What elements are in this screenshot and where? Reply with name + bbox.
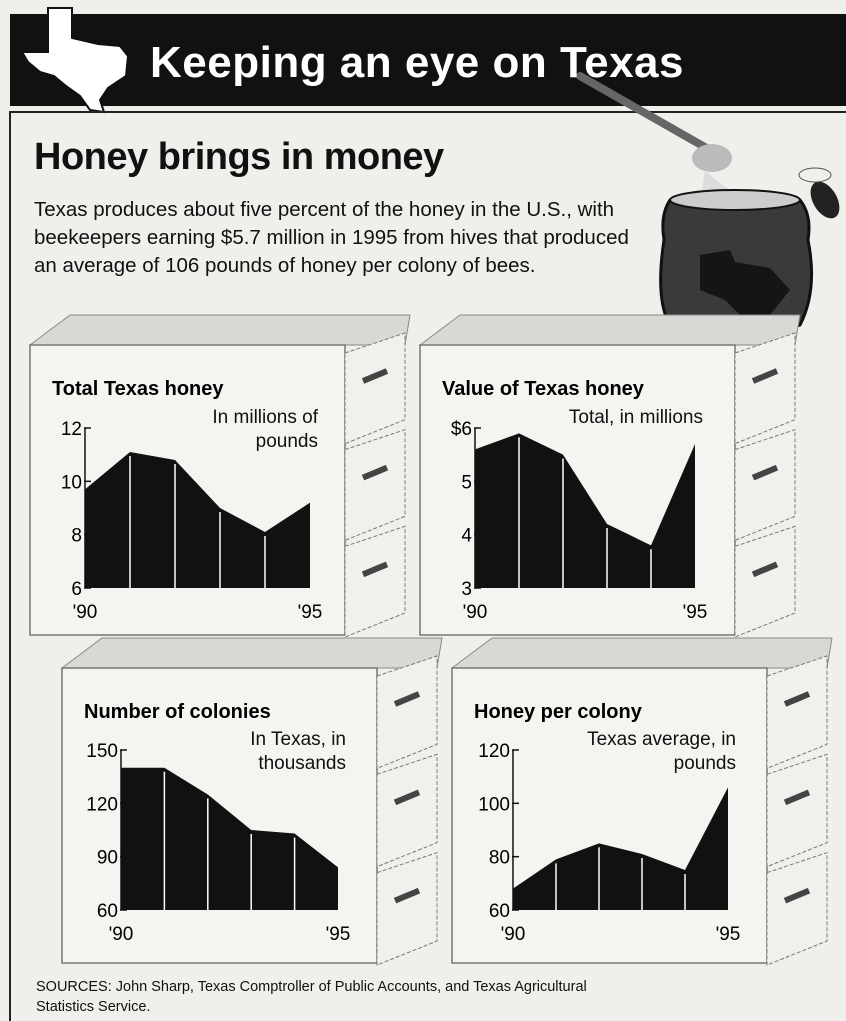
jar-texas <box>700 250 790 320</box>
y-tick-label: 60 <box>97 901 118 922</box>
panel: Number of colonies 60 90 120 150 '90 '95 <box>84 701 350 945</box>
hive-handle <box>783 887 811 904</box>
chart-subtitle: Total, in millions <box>568 407 703 428</box>
hive-handle <box>783 691 811 707</box>
hive-lid <box>418 314 801 346</box>
x-tick-label: '90 <box>463 602 488 623</box>
hive-side <box>734 428 796 542</box>
chart-title: Number of colonies <box>84 701 271 723</box>
y-tick-label: 60 <box>489 901 510 922</box>
main-title: Honey brings in money <box>34 136 444 178</box>
x-tick-label: '90 <box>501 924 526 945</box>
hive-side <box>344 332 406 445</box>
x-tick-label: '95 <box>298 602 323 623</box>
hive-handle <box>751 368 779 384</box>
hive-handle <box>393 887 421 904</box>
y-tick-label: 90 <box>97 848 118 869</box>
hive-handle <box>751 464 779 481</box>
area <box>475 433 695 588</box>
chart-title: Value of Texas honey <box>442 378 645 400</box>
y-tick-label: 80 <box>489 848 510 869</box>
hive-handle <box>751 561 779 578</box>
hive-handle <box>361 561 389 578</box>
hive-side <box>376 851 438 966</box>
y-tick-label: 8 <box>71 526 82 547</box>
jar-rim <box>669 189 801 211</box>
chart-subtitle: In Texas, in thousands <box>250 729 346 774</box>
chart-title: Total Texas honey <box>52 378 224 400</box>
y-tick-label: 5 <box>461 472 472 493</box>
x-tick-label: '95 <box>326 924 351 945</box>
area <box>85 452 310 588</box>
x-tick-label: '95 <box>716 924 741 945</box>
chart-subtitle: In millions of pounds <box>212 407 318 452</box>
bee <box>798 167 840 219</box>
hive-side <box>344 525 406 638</box>
y-tick-label: 100 <box>478 794 510 815</box>
hive-side <box>734 332 796 445</box>
y-tick-label: 4 <box>461 526 472 547</box>
dipper-head <box>692 144 732 172</box>
hive-side <box>766 655 828 770</box>
panel: Value of Texas honey 3 4 5 $6 '90 '95 <box>442 378 707 623</box>
hive-side <box>344 428 406 542</box>
hive-handle <box>361 368 389 384</box>
x-tick-label: '90 <box>73 602 98 623</box>
hive-lid <box>450 637 833 669</box>
hive-lid <box>60 637 443 669</box>
y-tick-label: 12 <box>61 419 82 440</box>
area <box>513 787 728 910</box>
hive-side <box>766 851 828 966</box>
hive-side <box>376 655 438 770</box>
y-tick-label: $6 <box>451 419 472 440</box>
panel: Total Texas honey 6 8 10 12 '90 '95 <box>52 378 322 623</box>
hive-handle <box>783 789 811 806</box>
x-tick-label: '90 <box>109 924 134 945</box>
header-bar <box>10 14 846 106</box>
y-tick-label: 120 <box>86 794 118 815</box>
panel: Honey per colony 60 80 100 120 '90 '95 <box>474 701 740 945</box>
hive-side <box>734 525 796 638</box>
sources: SOURCES: John Sharp, Texas Comptroller o… <box>36 979 587 1015</box>
y-tick-label: 150 <box>86 741 118 762</box>
hive-lid <box>28 314 411 346</box>
hive-handle <box>393 789 421 806</box>
hive-handle <box>393 691 421 707</box>
chart-subtitle: Texas average, in pounds <box>587 729 736 774</box>
intro-text: Texas produces about five percent of the… <box>34 198 629 277</box>
area <box>121 767 338 910</box>
y-tick-label: 3 <box>461 579 472 600</box>
hive-side <box>766 753 828 868</box>
y-tick-label: 120 <box>478 741 510 762</box>
y-tick-label: 10 <box>61 472 82 493</box>
frame <box>9 111 846 1021</box>
x-tick-label: '95 <box>683 602 708 623</box>
y-tick-label: 6 <box>71 579 82 600</box>
chart-title: Honey per colony <box>474 701 643 723</box>
dipper <box>576 72 714 154</box>
hive-side <box>376 753 438 868</box>
header-title: Keeping an eye on Texas <box>150 38 684 87</box>
hive-handle <box>361 464 389 481</box>
